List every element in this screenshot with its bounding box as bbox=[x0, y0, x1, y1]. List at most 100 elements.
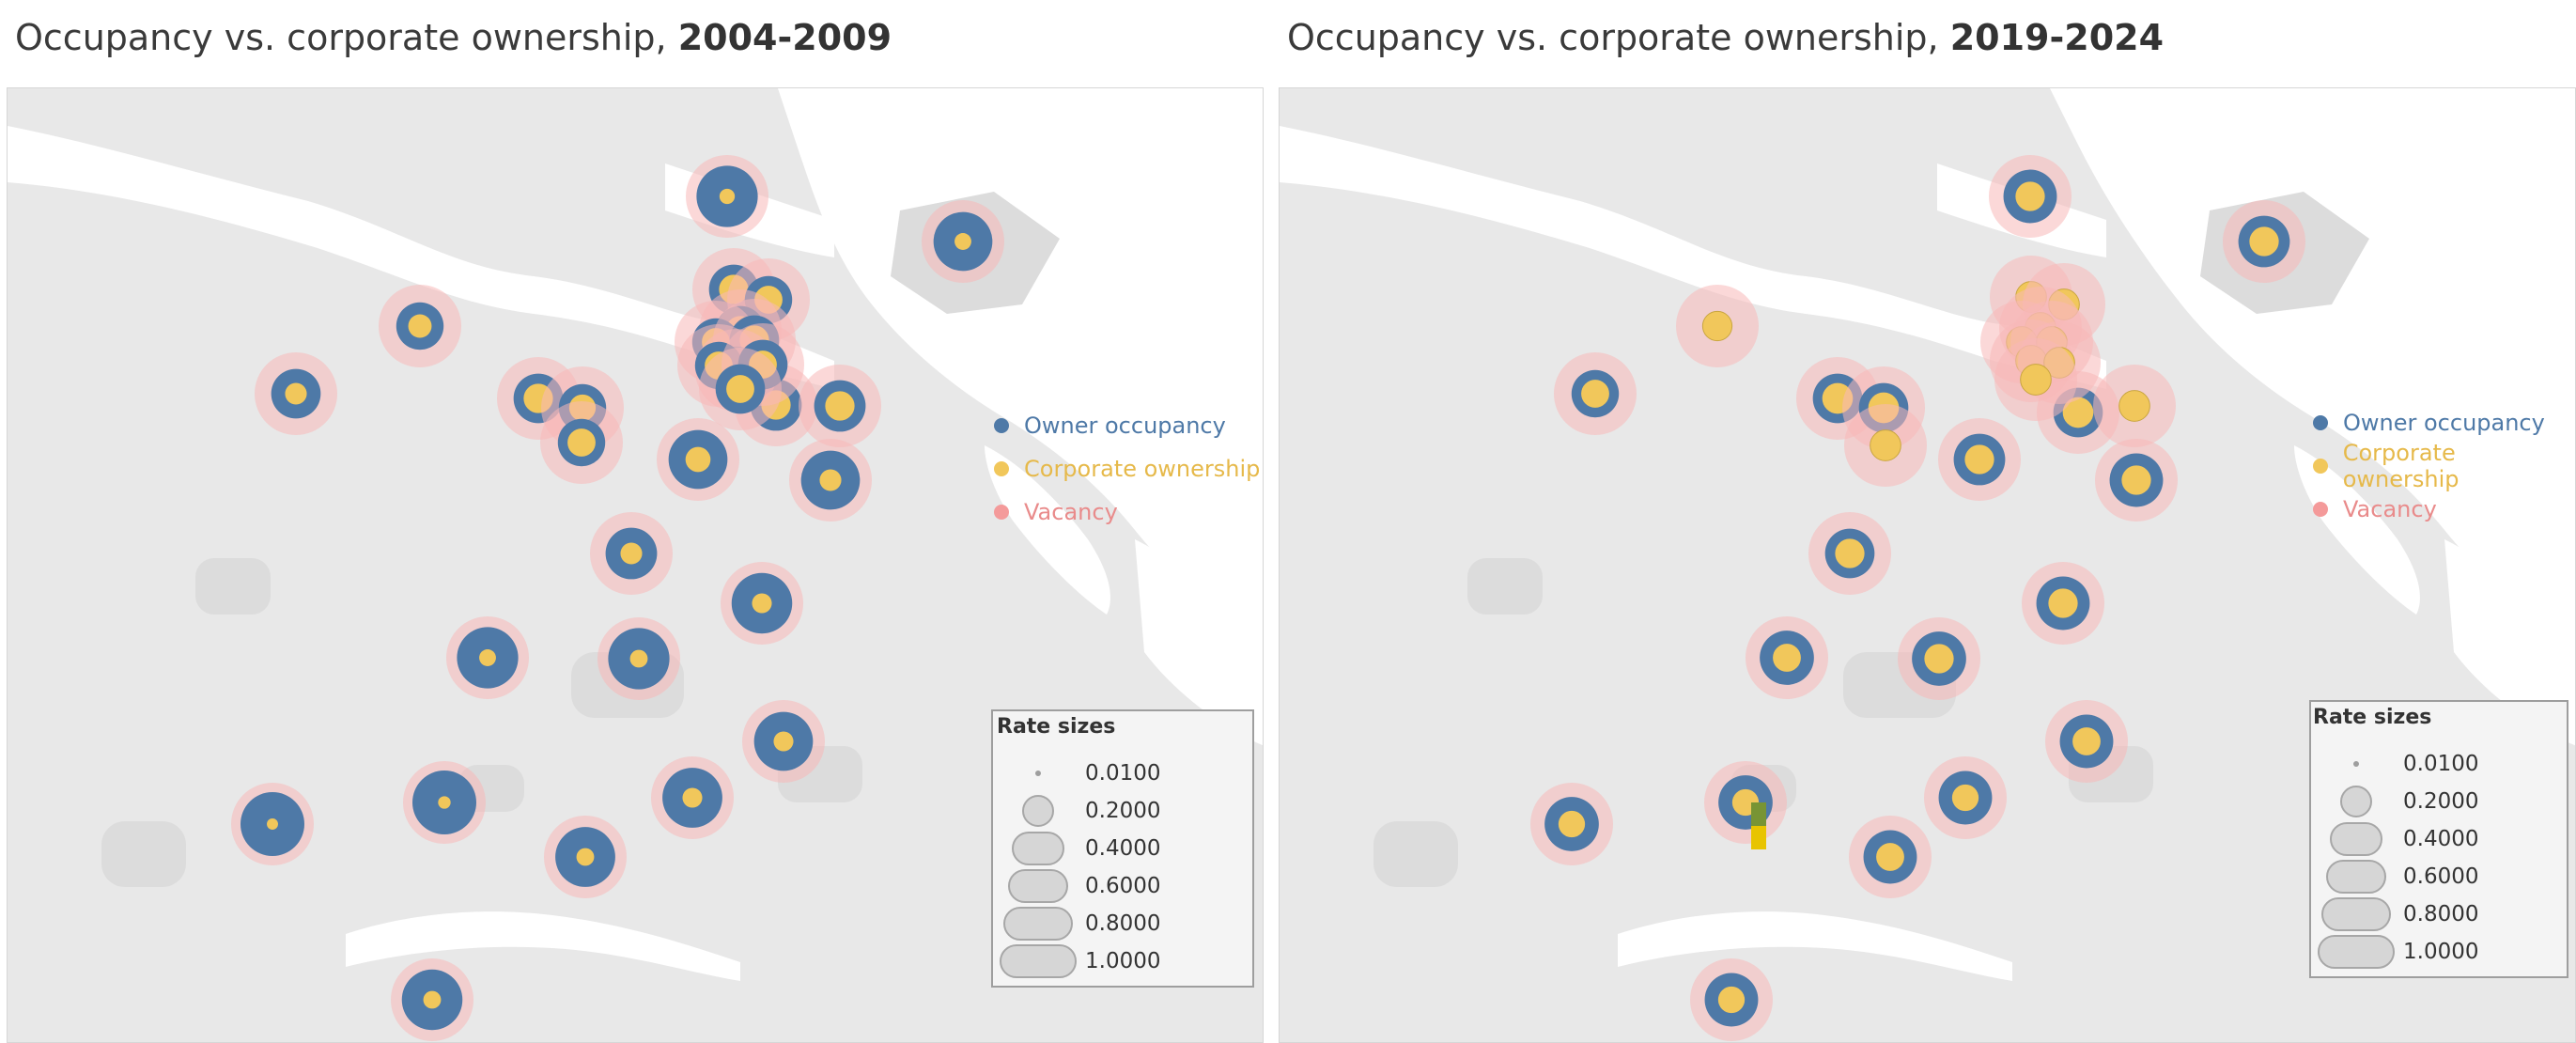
neighborhood-marker[interactable] bbox=[657, 418, 739, 501]
neighborhood-marker[interactable] bbox=[2045, 700, 2128, 783]
legend-item-vacancy[interactable]: Vacancy bbox=[2313, 488, 2575, 531]
neighborhood-marker[interactable] bbox=[922, 200, 1004, 283]
neighborhood-marker[interactable] bbox=[1924, 756, 2007, 839]
legend-item-corporate-ownership[interactable]: Corporate ownership bbox=[994, 447, 1260, 490]
size-legend-title: Rate sizes bbox=[2313, 706, 2432, 729]
size-label: 0.8000 bbox=[2403, 902, 2479, 926]
legend-label: Vacancy bbox=[2343, 496, 2437, 522]
neighborhood-marker[interactable] bbox=[590, 512, 673, 595]
map-title-2019-2024: Occupancy vs. corporate ownership, 2019-… bbox=[1287, 17, 2164, 58]
size-legend: Rate sizes 0.0100 0.2000 0.4000 0.6000 0… bbox=[991, 709, 1254, 988]
corporate-ownership-circle bbox=[1558, 810, 1586, 838]
size-legend-row: 1.0000 bbox=[993, 942, 1252, 980]
corporate-ownership-circle bbox=[2118, 390, 2150, 422]
corporate-ownership-circle bbox=[825, 391, 855, 421]
neighborhood-marker[interactable] bbox=[789, 439, 872, 522]
corporate-ownership-swatch bbox=[994, 461, 1009, 476]
neighborhood-marker[interactable] bbox=[2022, 562, 2104, 645]
size-swatch bbox=[1008, 869, 1068, 903]
corporate-ownership-circle bbox=[1773, 644, 1801, 672]
size-swatch bbox=[1035, 771, 1041, 776]
legend-item-vacancy[interactable]: Vacancy bbox=[994, 490, 1260, 534]
neighborhood-marker[interactable] bbox=[379, 285, 461, 367]
corporate-ownership-circle bbox=[682, 787, 703, 808]
neighborhood-marker[interactable] bbox=[255, 352, 337, 435]
size-legend-row: 0.0100 bbox=[2311, 745, 2567, 783]
basemap bbox=[1280, 88, 2575, 1042]
corporate-ownership-circle bbox=[752, 593, 772, 614]
neighborhood-marker[interactable] bbox=[1530, 783, 1613, 865]
neighborhood-marker[interactable] bbox=[1849, 816, 1932, 898]
map-panel-2004-2009[interactable]: Owner occupancy Corporate ownership Vaca… bbox=[7, 87, 1264, 1043]
corporate-ownership-circle bbox=[1717, 986, 1746, 1014]
corporate-ownership-circle bbox=[1701, 310, 1733, 342]
corporate-ownership-circle bbox=[1835, 538, 1865, 568]
neighborhood-marker[interactable] bbox=[391, 958, 473, 1041]
neighborhood-marker[interactable] bbox=[1808, 512, 1891, 595]
neighborhood-marker[interactable] bbox=[799, 365, 881, 447]
size-label: 0.8000 bbox=[1085, 911, 1161, 936]
neighborhood-marker[interactable] bbox=[1844, 404, 1927, 487]
corporate-ownership-circle bbox=[1964, 444, 1994, 475]
neighborhood-marker[interactable] bbox=[231, 783, 314, 865]
neighborhood-marker[interactable] bbox=[1989, 155, 2072, 238]
size-swatch bbox=[1022, 795, 1054, 827]
neighborhood-marker[interactable] bbox=[2093, 365, 2176, 447]
legend-item-owner-occupancy[interactable]: Owner occupancy bbox=[2313, 401, 2575, 444]
size-swatch bbox=[1012, 832, 1064, 865]
corporate-ownership-circle bbox=[438, 796, 451, 809]
corporate-ownership-circle bbox=[1581, 380, 1609, 408]
size-swatch bbox=[2340, 786, 2372, 817]
corporate-ownership-circle bbox=[479, 649, 496, 666]
neighborhood-marker[interactable] bbox=[742, 700, 825, 783]
marker-layer bbox=[231, 155, 1004, 1041]
vacancy-swatch bbox=[2313, 502, 2328, 517]
neighborhood-marker[interactable] bbox=[1554, 352, 1637, 435]
neighborhood-marker[interactable] bbox=[1898, 617, 1980, 700]
neighborhood-marker[interactable] bbox=[1704, 761, 1787, 844]
neighborhood-marker[interactable] bbox=[1938, 418, 2021, 501]
legend-item-owner-occupancy[interactable]: Owner occupancy bbox=[994, 404, 1260, 447]
legend-item-corporate-ownership[interactable]: Corporate ownership bbox=[2313, 440, 2575, 492]
highlight-mark bbox=[1751, 802, 1766, 826]
corporate-ownership-circle bbox=[408, 314, 432, 338]
owner-occupancy-swatch bbox=[994, 418, 1009, 433]
size-label: 0.6000 bbox=[2403, 864, 2479, 889]
size-label: 0.0100 bbox=[2403, 752, 2479, 776]
neighborhood-marker[interactable] bbox=[699, 348, 782, 430]
neighborhood-marker[interactable] bbox=[1746, 616, 1828, 699]
neighborhood-marker[interactable] bbox=[544, 816, 627, 898]
neighborhood-marker[interactable] bbox=[597, 617, 680, 700]
corporate-ownership-circle bbox=[567, 428, 596, 457]
vacancy-swatch bbox=[994, 505, 1009, 520]
size-legend-row: 0.4000 bbox=[2311, 820, 2567, 858]
corporate-ownership-circle bbox=[2048, 588, 2078, 618]
size-swatch bbox=[2321, 897, 2391, 931]
size-legend-row: 0.4000 bbox=[993, 830, 1252, 867]
neighborhood-marker[interactable] bbox=[686, 155, 768, 238]
corporate-ownership-circle bbox=[685, 446, 711, 473]
size-label: 1.0000 bbox=[2403, 940, 2479, 964]
neighborhood-marker[interactable] bbox=[403, 761, 486, 844]
size-label: 1.0000 bbox=[1085, 949, 1161, 973]
map-panel-2019-2024[interactable]: Owner occupancy Corporate ownership Vaca… bbox=[1279, 87, 2576, 1043]
size-legend-row: 0.6000 bbox=[993, 867, 1252, 905]
neighborhood-marker[interactable] bbox=[540, 401, 623, 484]
title-prefix: Occupancy vs. corporate ownership, bbox=[15, 17, 678, 58]
neighborhood-marker[interactable] bbox=[2095, 439, 2178, 522]
corporate-ownership-circle bbox=[576, 848, 595, 866]
legend-label: Corporate ownership bbox=[1024, 456, 1261, 482]
neighborhood-marker[interactable] bbox=[651, 756, 734, 839]
legend-label: Corporate ownership bbox=[2342, 440, 2460, 492]
neighborhood-marker[interactable] bbox=[2223, 200, 2305, 283]
size-swatch bbox=[2330, 822, 2382, 856]
neighborhood-marker[interactable] bbox=[1676, 285, 1759, 367]
neighborhood-marker[interactable] bbox=[721, 562, 803, 645]
size-legend-row: 0.2000 bbox=[2311, 783, 2567, 820]
corporate-ownership-circle bbox=[2249, 226, 2279, 257]
neighborhood-marker[interactable] bbox=[1690, 958, 1773, 1041]
neighborhood-marker[interactable] bbox=[446, 616, 529, 699]
neighborhood-marker[interactable] bbox=[1994, 338, 2077, 421]
corporate-ownership-circle bbox=[2015, 181, 2045, 211]
corporate-ownership-circle bbox=[629, 649, 648, 668]
